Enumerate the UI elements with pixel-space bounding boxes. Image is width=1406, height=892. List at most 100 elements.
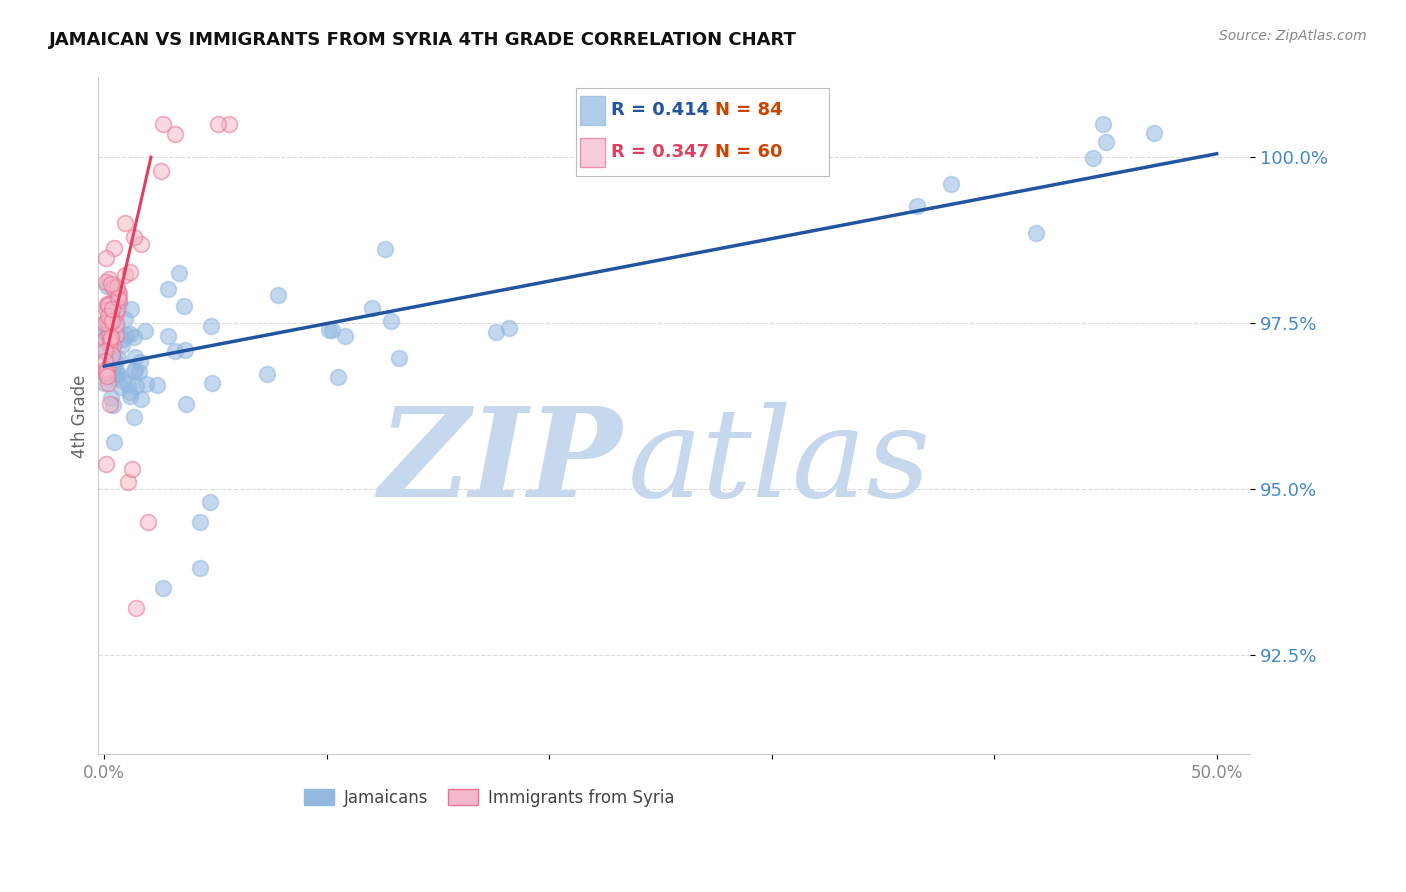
Point [122,363,145,377]
Point [101,280,124,294]
Point [98,313,121,327]
Point [96,369,118,384]
Point [117,376,139,391]
Point [96,251,118,265]
Point [107,368,129,382]
Point [107,351,129,365]
Point [207,117,229,131]
Point [101,314,124,328]
Point [135,376,157,391]
Point [107,366,129,380]
Point [98,312,121,326]
Point [134,324,156,338]
Point [100,277,122,291]
Point [96,278,118,293]
Point [98,327,121,342]
Point [105,319,128,334]
Point [361,301,384,315]
Point [485,325,508,339]
Point [98,317,121,331]
Point [104,355,127,369]
Point [101,348,124,362]
Point [103,357,125,371]
Text: JAMAICAN VS IMMIGRANTS FROM SYRIA 4TH GRADE CORRELATION CHART: JAMAICAN VS IMMIGRANTS FROM SYRIA 4TH GR… [49,31,797,49]
Point [97,376,120,390]
Point [105,302,128,317]
Point [267,288,290,302]
Text: ZIP: ZIP [378,402,621,524]
Point [108,297,131,311]
Point [128,365,150,379]
Point [98,336,121,351]
Point [103,241,125,255]
Point [498,321,520,335]
Point [94,353,117,368]
Point [105,280,128,294]
Point [94,366,117,380]
Point [105,317,128,331]
Point [94,362,117,376]
Point [94,365,117,379]
Point [380,314,402,328]
Point [149,164,172,178]
Point [96,323,118,337]
Point [104,366,127,380]
Point [120,389,142,403]
Point [108,293,131,308]
Point [905,199,928,213]
Point [94,332,117,346]
Point [114,268,136,283]
Point [107,286,129,301]
Point [94,276,117,290]
Point [107,291,129,305]
Point [100,338,122,352]
Point [100,346,122,360]
Point [1094,135,1116,149]
Point [97,310,120,324]
Point [98,340,121,354]
Point [114,327,136,342]
Point [96,296,118,310]
Point [124,350,146,364]
Point [112,374,135,388]
Point [98,397,121,411]
Point [121,462,143,476]
Point [129,392,152,407]
Point [111,338,134,352]
Point [188,561,211,575]
Point [318,323,340,337]
Point [101,361,124,376]
Point [328,370,350,384]
Point [165,127,187,141]
Point [114,311,136,326]
Point [201,376,224,390]
Point [103,398,125,412]
Point [120,302,142,317]
Point [96,302,118,317]
Point [174,343,197,358]
Point [110,380,132,394]
Text: Source: ZipAtlas.com: Source: ZipAtlas.com [1219,29,1367,43]
Point [1143,126,1166,140]
Point [101,338,124,352]
Point [111,332,134,346]
Point [198,495,221,509]
Point [1083,151,1105,165]
Point [93,333,115,347]
Point [1025,227,1047,241]
Point [335,329,357,343]
Point [100,308,122,322]
Point [146,378,169,392]
Point [129,237,152,252]
Point [200,319,222,334]
Point [388,351,411,366]
Point [939,178,962,192]
Point [156,329,179,343]
Point [97,319,120,334]
Point [114,216,136,230]
Point [100,391,122,405]
Point [98,333,121,347]
Text: atlas: atlas [627,402,931,524]
Point [100,295,122,310]
Point [120,326,142,341]
